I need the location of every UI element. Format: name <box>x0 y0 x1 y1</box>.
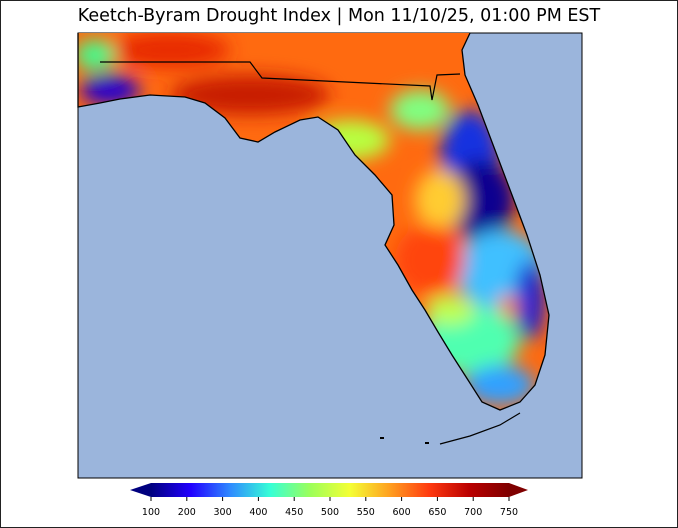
colorbar-extend-max <box>509 483 528 497</box>
colorbar-tick-label: 400 <box>249 507 267 518</box>
state-boundary <box>100 61 461 101</box>
coastline <box>77 32 550 411</box>
keys-islands <box>380 412 521 445</box>
colorbar-tick-label: 750 <box>500 507 518 518</box>
colorbar-tick-label: 300 <box>214 507 232 518</box>
colorbar-tick-label: 650 <box>428 507 446 518</box>
colorbar-tick-label: 500 <box>321 507 339 518</box>
colorbar: 100 200 300 400 450 500 550 600 650 700 750 <box>130 483 528 518</box>
colorbar-tick-label: 550 <box>357 507 375 518</box>
colorbar-gradient <box>151 483 509 497</box>
colorbar-tick-label: 450 <box>285 507 303 518</box>
colorbar-tick-label: 100 <box>142 507 160 518</box>
colorbar-tick-label: 700 <box>464 507 482 518</box>
map-title: Keetch-Byram Drought Index | Mon 11/10/2… <box>77 6 601 26</box>
colorbar-tick-label: 600 <box>393 507 411 518</box>
colorbar-tick-label: 200 <box>178 507 196 518</box>
colorbar-extend-min <box>130 483 151 497</box>
